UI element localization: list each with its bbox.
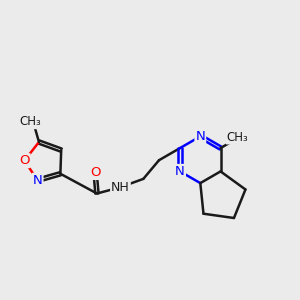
Text: N: N [33,174,43,187]
Text: CH₃: CH₃ [226,130,248,143]
Text: N: N [195,130,205,143]
Text: N: N [175,165,185,178]
Text: CH₃: CH₃ [20,115,41,128]
Text: O: O [90,166,101,179]
Text: NH: NH [111,181,130,194]
Text: O: O [19,154,30,167]
